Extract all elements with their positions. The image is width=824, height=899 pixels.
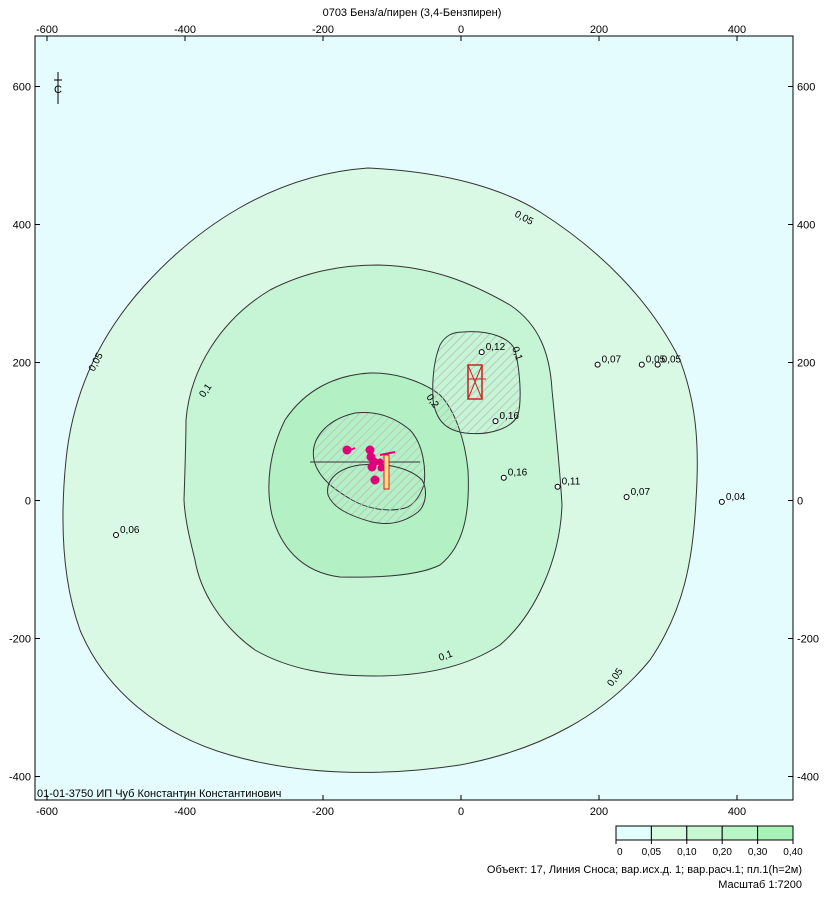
x-tick-label: -400 <box>174 806 196 818</box>
calc-point-marker[interactable] <box>718 498 725 505</box>
calc-point-value: 0,05 <box>662 355 682 366</box>
calc-point-marker[interactable] <box>654 361 661 368</box>
hatched-zone-east <box>432 331 521 435</box>
legend-swatch <box>615 825 652 841</box>
hatched-zone-center-lower <box>327 463 426 525</box>
y-tick-label: 200 <box>13 358 31 370</box>
calc-point-value: 0,16 <box>500 411 520 422</box>
calc-point-value: 0,12 <box>486 342 506 353</box>
y-tick-label: 0 <box>797 496 803 508</box>
emission-sources[interactable] <box>342 445 396 485</box>
legend-label: 0,40 <box>783 847 803 858</box>
calc-point-marker[interactable] <box>478 349 485 356</box>
contour-label: 0,1 <box>437 649 454 664</box>
north-arrow-icon: С <box>54 72 62 104</box>
legend-label: 0 <box>617 847 623 858</box>
calc-point-marker[interactable] <box>500 474 507 481</box>
x-tick-label: -600 <box>36 806 58 818</box>
y-tick-label: -400 <box>797 772 819 784</box>
map-title: 0703 Бенз/а/пирен (3,4-Бензпирен) <box>323 7 502 19</box>
organization-label: 01-01-3750 ИП Чуб Константин Константино… <box>37 788 281 800</box>
x-tick-label: -200 <box>312 24 334 36</box>
y-axis-left: 600 400 200 0 -200 -400 <box>9 82 40 784</box>
x-axis-top: -600 -400 -200 0 200 400 <box>36 24 746 41</box>
x-tick-label: 400 <box>728 806 746 818</box>
legend-label: 0,30 <box>748 847 768 858</box>
calc-point-value: 0,05 <box>646 355 666 366</box>
x-tick-label: -200 <box>312 806 334 818</box>
y-tick-label: -400 <box>9 772 31 784</box>
x-axis-bottom: -600 -400 -200 0 200 400 <box>36 795 746 818</box>
calc-point-marker[interactable] <box>594 361 601 368</box>
calc-point-value: 0,11 <box>562 477 581 488</box>
object-info: Объект: 17, Линия Сноса; вар.исх.д. 1; в… <box>486 864 802 876</box>
contour-label: 0,1 <box>509 345 524 362</box>
north-label: С <box>54 84 62 96</box>
legend-swatch <box>721 825 759 841</box>
calc-point-value: 0,06 <box>120 525 140 536</box>
y-tick-label: -200 <box>797 634 819 646</box>
x-tick-label: -600 <box>36 24 58 36</box>
y-tick-label: 0 <box>25 496 31 508</box>
legend-swatch <box>650 825 688 841</box>
x-tick-label: 0 <box>458 806 464 818</box>
calc-point-value: 0,07 <box>631 487 651 498</box>
color-legend: 0 0,05 0,10 0,20 0,30 0,40 <box>615 825 803 858</box>
y-tick-label: 600 <box>13 82 31 94</box>
legend-swatch <box>757 825 794 841</box>
x-tick-label: 400 <box>728 24 746 36</box>
y-tick-label: 400 <box>13 220 31 232</box>
y-axis-right: 600 400 200 0 -200 -400 <box>788 82 819 784</box>
calc-point-marker[interactable] <box>113 532 119 538</box>
calc-point-marker[interactable] <box>492 418 499 425</box>
legend-label: 0,05 <box>642 847 662 858</box>
calculation-points: 0,12 0,16 0,16 0,11 0,07 0,050,05 0,07 0,04 0,06 <box>113 342 746 538</box>
x-tick-label: 200 <box>590 24 608 36</box>
calc-point-value: 0,16 <box>508 468 528 479</box>
calc-point-marker[interactable] <box>623 494 630 501</box>
calc-point-value: 0,04 <box>726 492 746 503</box>
x-tick-label: -400 <box>174 24 196 36</box>
legend-swatch <box>686 825 723 841</box>
y-tick-label: 600 <box>797 82 815 94</box>
legend-label: 0,20 <box>712 847 732 858</box>
x-tick-label: 0 <box>458 24 464 36</box>
y-tick-label: -200 <box>9 634 31 646</box>
y-tick-label: 400 <box>797 220 815 232</box>
calc-point-value: 0,07 <box>602 355 622 366</box>
y-tick-label: 200 <box>797 358 815 370</box>
calc-point-marker[interactable] <box>554 483 561 490</box>
legend-label: 0,10 <box>677 847 697 858</box>
building-marker[interactable] <box>467 364 486 400</box>
x-tick-label: 200 <box>590 806 608 818</box>
source-stack[interactable] <box>383 454 390 490</box>
calc-point-marker[interactable] <box>638 361 645 368</box>
scale-label: Масштаб 1:7200 <box>718 879 802 891</box>
